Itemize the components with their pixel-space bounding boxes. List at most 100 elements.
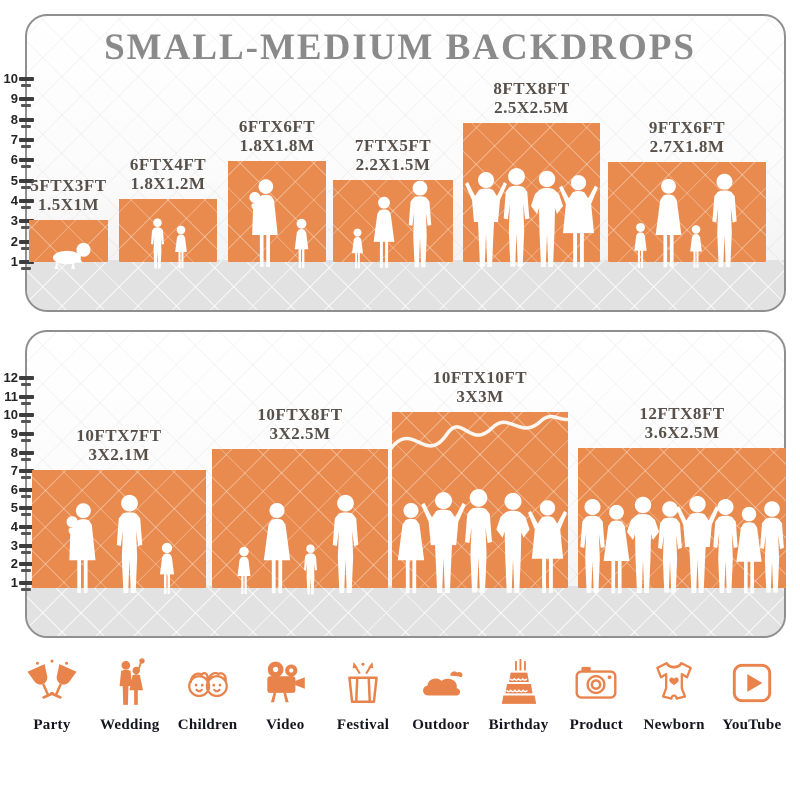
ruler-minor-tick [21,185,31,189]
girl-silhouette [156,542,178,596]
backdrop-size-label: 7FTX5FT 2.2X1.5M [283,136,503,174]
ruler-minor-tick [21,382,31,386]
ruler-number: 9 [10,425,18,441]
floor-strip [27,260,784,310]
category-label: Wedding [99,717,160,733]
girl-silhouette [631,222,650,270]
man-silhouette [402,180,438,270]
backdrop-size-label: 10FTX7FT 3X2.1M [9,426,229,464]
ruler-tick [19,375,34,380]
ruler-tick [19,506,34,511]
woman-silhouette [258,502,296,596]
ruler-minor-tick [21,246,31,250]
category-label: Festival [336,717,390,733]
category-label: Party [33,717,71,733]
ruler-tick [19,260,34,264]
girl-silhouette [172,225,190,270]
ruler-number: 12 [3,369,18,385]
ruler-number: 10 [3,71,18,87]
party-glasses-icon [27,658,77,708]
video-camera-icon [260,658,310,708]
ruler-tick [19,158,34,163]
ruler-minor-tick [21,513,31,517]
ruler-tick [19,543,34,548]
backdrop-size-label: 5FTX3FT 1.5X1M [0,176,179,214]
ruler-minor-tick [21,226,31,230]
category-label: Newborn [643,717,705,733]
ruler-minor-tick [21,550,31,554]
ruler-number: 11 [4,388,18,404]
ruler-minor-tick [21,84,31,88]
backdrop-6ftx6ft [228,161,326,262]
ruler-minor-tick [21,494,31,498]
ruler-tick [19,138,34,143]
size-feet-text: 12FTX8FT [639,404,725,423]
video-camera-icon [260,658,310,708]
children-faces-icon [183,658,233,708]
baby-onesie-icon [649,658,699,708]
woman-armsup-silhouette [526,498,569,596]
backdrop-size-label: 8FTX8FT 2.5X2.5M [422,79,642,117]
ruler-minor-tick [21,104,31,108]
ruler-minor-tick [21,532,31,536]
category-label: Video [266,717,305,733]
silhouette-group [578,494,786,596]
decorative-scribble [392,414,568,451]
cloud-icon [416,658,466,708]
ruler-number: 1 [10,254,18,269]
backdrop-size-label: 9FTX6FT 2.7X1.8M [577,118,797,156]
backdrop-10ftx10ft [392,412,568,588]
party-glasses-icon [27,658,77,708]
ruler-number: 7 [10,463,18,479]
boy-silhouette [300,544,321,596]
ruler-tick [19,487,34,492]
ruler-number: 6 [10,481,18,497]
man-silhouette [109,494,150,596]
photo-camera-icon [571,658,621,708]
category-label: YouTube [722,717,782,733]
man-silhouette [325,494,366,596]
size-meters-text: 1.5X1M [37,195,100,214]
children-faces-icon [183,658,233,708]
ruler-minor-tick [21,124,31,128]
girl-silhouette [349,228,366,270]
size-meters-text: 2.7X1.8M [649,137,725,156]
gift-box-icon [338,658,388,708]
category-legend: Party Wedding Children Video Festival Outdoor… [16,658,788,734]
size-feet-text: 10FTX10FT [432,368,528,387]
silhouette-group [608,173,766,270]
silhouette-group [212,494,388,596]
category-label: Birthday [488,717,549,733]
category-product: Product [560,658,632,734]
woman-baby-silhouette [243,178,285,270]
girl-silhouette [291,218,312,270]
ruler-tick [19,178,34,183]
backdrop-size-label: 6FTX6FT 1.8X1.8M [167,117,387,155]
category-label: Product [569,717,624,733]
ruler-number: 1 [10,575,18,590]
size-feet-text: 10FTX8FT [257,405,343,424]
cloud-icon [416,658,466,708]
category-wedding: Wedding [94,658,166,734]
silhouette-group [228,178,326,270]
ruler-number: 8 [10,111,18,127]
ruler-tick [19,97,34,102]
backdrop-10ftx8ft [212,449,388,588]
ruler-minor-tick [21,267,31,270]
ruler-number: 4 [10,193,18,208]
man-silhouette [705,173,744,270]
silhouette-group [333,180,453,270]
woman-baby-silhouette [60,502,103,596]
size-meters-text: 3X3M [456,387,504,406]
ruler-tick [19,77,34,82]
backdrop-size-label: 10FTX10FT 3X3M [370,368,590,406]
ruler-number: 5 [10,172,18,188]
backdrop-5ftx3ft [29,220,108,262]
category-party: Party [16,658,88,734]
backdrop-7ftx5ft [333,180,453,262]
silhouette-group [29,240,108,270]
ruler-number: 7 [10,132,18,148]
size-feet-text: 8FTX8FT [493,79,570,98]
size-meters-text: 3X2.5M [269,424,331,443]
